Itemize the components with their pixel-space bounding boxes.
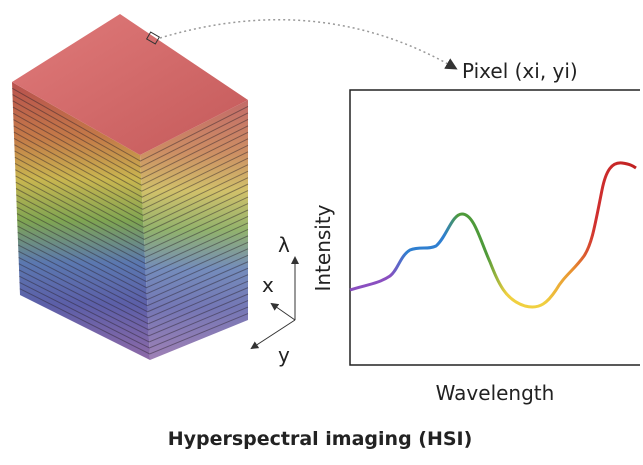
figure: Pixel (xi, yi) λ x y Intensity Wavelengt… (0, 0, 643, 461)
lambda-label: λ (278, 233, 290, 257)
x-axis-label: Wavelength (436, 381, 555, 405)
pixel-label: Pixel (xi, yi) (462, 59, 578, 83)
spectrum-plot: Intensity Wavelength (311, 90, 640, 405)
plot-frame (350, 90, 640, 365)
x-label: x (262, 273, 274, 297)
x-arrow (272, 304, 295, 320)
y-axis-label: Intensity (311, 204, 335, 291)
figure-title: Hyperspectral imaging (HSI) (168, 428, 473, 450)
hsi-cube (12, 14, 248, 360)
spectrum-curve (350, 163, 636, 307)
y-label: y (278, 343, 290, 367)
pixel-link (160, 20, 455, 68)
axes-triad: λ x y (252, 233, 295, 367)
